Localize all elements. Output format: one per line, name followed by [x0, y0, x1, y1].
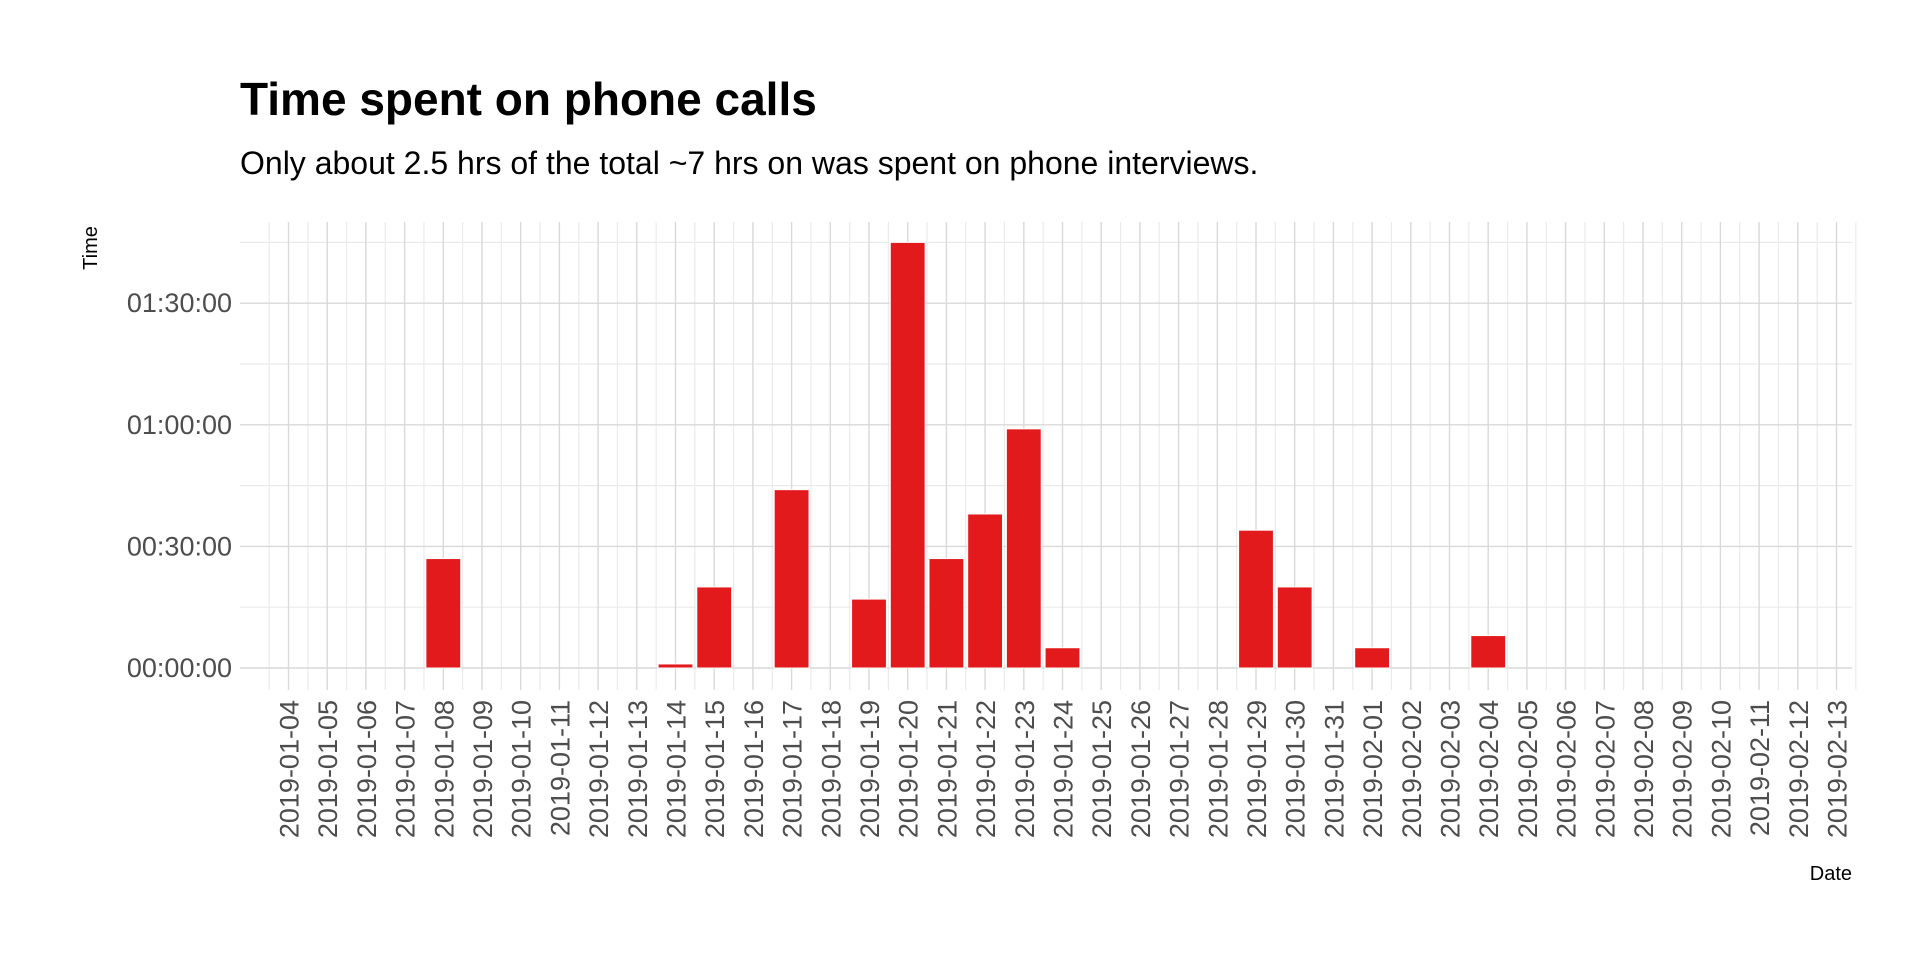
x-tick-label: 2019-01-29 — [1242, 700, 1272, 838]
y-axis-title: Time — [80, 226, 102, 270]
x-tick-label: 2019-01-08 — [429, 700, 459, 838]
x-tick-label: 2019-01-17 — [778, 700, 808, 838]
x-tick-label: 2019-01-19 — [855, 700, 885, 838]
x-tick-label: 2019-01-10 — [507, 700, 537, 838]
x-tick-label: 2019-01-11 — [545, 700, 575, 836]
bar — [1470, 635, 1507, 669]
chart-subtitle: Only about 2.5 hrs of the total ~7 hrs o… — [240, 145, 1259, 181]
bar — [1354, 647, 1391, 669]
x-tick-label: 2019-01-18 — [816, 700, 846, 838]
chart-title: Time spent on phone calls — [240, 73, 817, 125]
minor-gridlines — [240, 222, 1857, 690]
x-tick-label: 2019-01-20 — [894, 700, 924, 838]
y-tick-labels: 00:00:00 00:30:00 01:00:00 01:30:00 — [127, 288, 232, 683]
x-tick-label: 2019-01-04 — [275, 700, 305, 838]
x-tick-label: 2019-01-14 — [662, 700, 692, 838]
x-tick-label: 2019-01-23 — [1010, 700, 1040, 838]
bar — [773, 489, 810, 669]
x-tick-label: 2019-01-07 — [391, 700, 421, 838]
x-tick-label: 2019-01-25 — [1087, 700, 1117, 838]
x-tick-label: 2019-01-24 — [1049, 700, 1079, 838]
x-tick-label: 2019-01-30 — [1281, 700, 1311, 838]
x-tick-label: 2019-02-01 — [1358, 700, 1388, 838]
x-tick-label: 2019-02-13 — [1823, 700, 1853, 838]
x-tick-label: 2019-02-11 — [1745, 700, 1775, 836]
bar — [1005, 428, 1042, 669]
x-tick-label: 2019-02-12 — [1784, 700, 1814, 838]
x-tick-label: 2019-01-06 — [352, 700, 382, 838]
x-axis-title: Date — [1810, 863, 1852, 885]
x-tick-label: 2019-02-07 — [1590, 700, 1620, 838]
bar — [1044, 647, 1081, 669]
x-tick-label: 2019-01-13 — [623, 700, 653, 838]
x-tick-label: 2019-02-06 — [1552, 700, 1582, 838]
x-tick-label: 2019-01-12 — [584, 700, 614, 838]
x-tick-label: 2019-01-28 — [1203, 700, 1233, 838]
x-tick-label: 2019-01-27 — [1165, 700, 1195, 838]
bar — [967, 513, 1004, 669]
x-tick-label: 2019-01-21 — [932, 700, 962, 838]
x-tick-label: 2019-02-02 — [1397, 700, 1427, 838]
x-tick-label: 2019-01-15 — [700, 700, 730, 838]
x-tick-label: 2019-01-16 — [739, 700, 769, 838]
bar — [657, 663, 694, 669]
bar — [1238, 529, 1274, 669]
x-tick-label: 2019-01-22 — [971, 700, 1001, 838]
major-gridlines — [240, 222, 1852, 690]
bar — [696, 586, 733, 669]
y-tick-label: 01:00:00 — [127, 410, 232, 440]
x-tick-label: 2019-01-05 — [313, 700, 343, 838]
x-tick-label: 2019-02-04 — [1474, 700, 1504, 838]
bars — [425, 241, 1507, 669]
y-tick-label: 00:00:00 — [127, 653, 232, 683]
x-tick-label: 2019-01-31 — [1319, 700, 1349, 838]
bar — [928, 558, 965, 669]
x-tick-label: 2019-02-09 — [1668, 700, 1698, 838]
x-tick-label: 2019-02-05 — [1513, 700, 1543, 838]
y-tick-label: 01:30:00 — [127, 288, 232, 318]
y-tick-label: 00:30:00 — [127, 531, 232, 561]
x-tick-labels: 2019-01-04 2019-01-05 2019-01-06 2019-01-07… — [275, 700, 1853, 838]
x-tick-label: 2019-02-03 — [1436, 700, 1466, 838]
bar — [889, 241, 926, 669]
bar — [425, 558, 462, 669]
x-tick-label: 2019-01-26 — [1126, 700, 1156, 838]
x-tick-label: 2019-02-08 — [1629, 700, 1659, 838]
x-tick-label: 2019-01-09 — [468, 700, 498, 838]
bar — [851, 598, 887, 669]
bar — [1276, 586, 1313, 669]
x-tick-label: 2019-02-10 — [1706, 700, 1736, 838]
